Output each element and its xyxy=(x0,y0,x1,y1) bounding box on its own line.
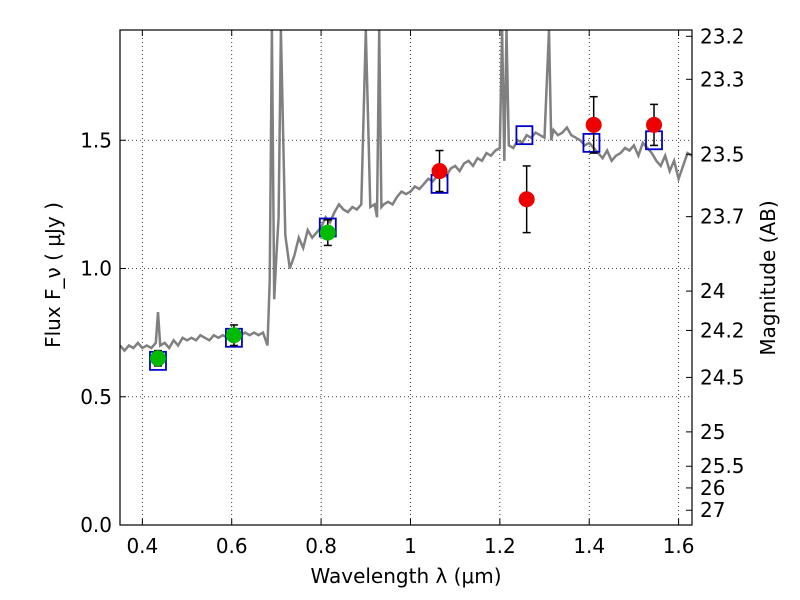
right-tick-label: 23.2 xyxy=(700,24,745,48)
red-point xyxy=(431,163,448,180)
x-tick-label: 1 xyxy=(404,534,417,558)
green-point xyxy=(225,327,242,344)
y-tick-label: 1.5 xyxy=(80,128,112,152)
right-axis-label: Magnitude (AB) xyxy=(756,200,780,355)
green-point xyxy=(319,224,336,241)
right-tick-label: 23.7 xyxy=(700,205,745,229)
y-axis-ticks: 0.0 0.5 1.0 1.5 xyxy=(80,128,126,537)
x-tick-label: 1.2 xyxy=(484,534,516,558)
spectrum-line xyxy=(120,30,692,353)
right-tick-label: 26 xyxy=(700,476,725,500)
x-tick-label: 0.6 xyxy=(216,534,248,558)
x-axis-label: Wavelength λ (μm) xyxy=(310,564,501,588)
red-point xyxy=(585,116,602,133)
red-point xyxy=(518,191,535,208)
right-tick-label: 27 xyxy=(700,498,725,522)
right-tick-label: 23.3 xyxy=(700,67,745,91)
red-point xyxy=(646,116,663,133)
x-tick-label: 1.4 xyxy=(573,534,605,558)
right-tick-label: 24.2 xyxy=(700,318,745,342)
right-tick-label: 24.5 xyxy=(700,365,745,389)
x-axis-ticks: 0.4 0.6 0.8 1 1.2 1.4 1.6 xyxy=(126,30,695,558)
x-tick-label: 0.4 xyxy=(126,534,158,558)
right-tick-label: 24 xyxy=(700,279,725,303)
grid-lines xyxy=(120,30,692,526)
plot-frame xyxy=(119,29,693,526)
y-tick-label: 1.0 xyxy=(80,257,112,281)
spectrum-series xyxy=(120,30,692,353)
right-tick-label: 25.5 xyxy=(700,454,745,478)
photometry-series xyxy=(149,95,663,367)
model-box-marker xyxy=(515,125,534,146)
x-tick-label: 0.8 xyxy=(305,534,337,558)
x-tick-label: 1.6 xyxy=(663,534,695,558)
y-tick-label: 0.0 xyxy=(80,513,112,537)
y-axis-label: Flux F_ν ( μJy ) xyxy=(41,202,65,348)
y-tick-label: 0.5 xyxy=(80,385,112,409)
green-point xyxy=(149,350,166,367)
right-tick-label: 25 xyxy=(700,420,725,444)
right-tick-label: 23.5 xyxy=(700,142,745,166)
model-box-marker xyxy=(582,132,601,153)
